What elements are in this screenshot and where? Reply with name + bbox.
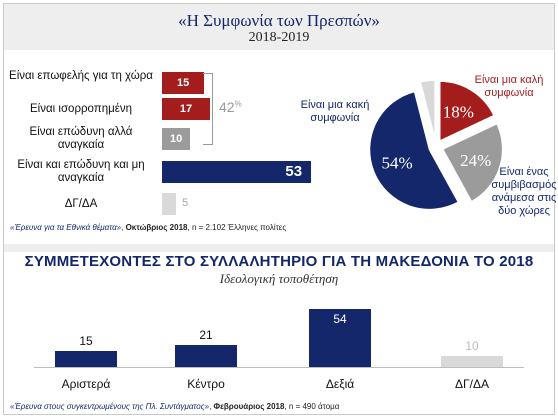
hbar-value-label: 53: [285, 163, 303, 180]
pie-slice: [419, 79, 436, 141]
source-name: «Έρευνα στους συγκεντρωμένους της Πλ. Συ…: [10, 402, 210, 411]
hbar-category-label: Είναι και επώδυνη και μη αναγκαία: [17, 159, 145, 184]
vbar-bar: [441, 356, 503, 367]
bracket-annotation: [203, 73, 213, 145]
pie-slice: [439, 80, 496, 143]
section-divider: [4, 244, 554, 252]
hbar-bar: [162, 193, 177, 215]
hbar-value-label: 15: [177, 77, 190, 89]
pie-value-label: 18%: [443, 103, 474, 122]
source-date: Φεβρουάριος 2018: [213, 402, 285, 411]
hbar-category-label: ΔΓ/ΔΑ: [64, 197, 98, 210]
vbar-category-label: Κέντρο: [187, 377, 225, 391]
hbar-category-label: Είναι ισορροπημένη: [30, 102, 132, 115]
vbar-value-label: 54: [333, 312, 347, 327]
pie-label-good: Είναι μια καλή συμφωνία: [474, 74, 544, 99]
vbar-category-label: ΔΓ/ΔΑ: [455, 377, 489, 391]
hbar-bar: [162, 98, 210, 120]
header-band: «Η Συμφωνία των Πρεσπών» 2018-2019: [4, 4, 554, 50]
pie-slice: [368, 90, 460, 211]
source-sample: n = 2.102 Έλληνες πολίτες: [191, 223, 287, 232]
vbar-bar: [175, 344, 237, 367]
hbar-bar: [162, 72, 205, 94]
hbar-value-label: 17: [179, 103, 193, 115]
hbar-bar: [162, 161, 312, 183]
hbar-bar: [162, 128, 191, 150]
hbar-value-label: 10: [169, 133, 183, 145]
vbar-bar: [309, 309, 371, 367]
bottom-chart-subtitle: Ιδεολογική τοποθέτηση: [219, 271, 339, 286]
vbar-category-label: Δεξιά: [325, 377, 355, 391]
pie-value-label: 24%: [460, 151, 491, 170]
vbar-value-label: 21: [199, 327, 213, 342]
pie-label-bad: Είναι μια κακή συμφωνία: [300, 99, 370, 124]
pie-label-compromise: Είναι ένας συμβιβασμός ανάμεσα στις δύο …: [491, 166, 557, 217]
infographic-frame: «Η Συμφωνία των Πρεσπών» 2018-2019 Είναι…: [3, 3, 557, 415]
source-note-top: «Έρευνα για τα Εθνικά θέματα», Οκτώβριος…: [10, 223, 287, 232]
pie-slice: [441, 122, 504, 203]
x-axis-baseline: [34, 367, 524, 368]
hbar-category-label: Είναι επώδυνη αλλά αναγκαία: [29, 126, 133, 151]
source-note-bottom: «Έρευνα στους συγκεντρωμένους της Πλ. Συ…: [10, 402, 340, 411]
vbar-bar: [55, 350, 117, 367]
page-subtitle: 2018-2019: [248, 30, 310, 45]
vbar-category-label: Αριστερά: [61, 377, 111, 391]
pie-value-label: 54%: [382, 153, 413, 172]
page-title: «Η Συμφωνία των Πρεσπών»: [178, 11, 380, 30]
vbar-value-label: 10: [465, 339, 479, 354]
hbar-category-label: Είναι επωφελής για τη χώρα: [9, 70, 153, 82]
vbar-value-label: 15: [79, 333, 93, 348]
hbar-value-label: 5: [182, 197, 189, 209]
source-name: «Έρευνα για τα Εθνικά θέματα»: [10, 223, 122, 232]
bracket-annotation-label: 42%: [219, 99, 242, 115]
bottom-chart-title: ΣΥΜΜΕΤΕΧΟΝΤΕΣ ΣΤΟ ΣΥΛΛΑΛΗΤΗΡΙΟ ΓΙΑ ΤΗ ΜΑ…: [24, 253, 534, 270]
source-date: Οκτώβριος 2018: [125, 223, 188, 232]
source-sample: n = 490 άτομα: [288, 402, 340, 411]
agreement-pie-chart: 18% 24% 54%: [368, 79, 504, 211]
